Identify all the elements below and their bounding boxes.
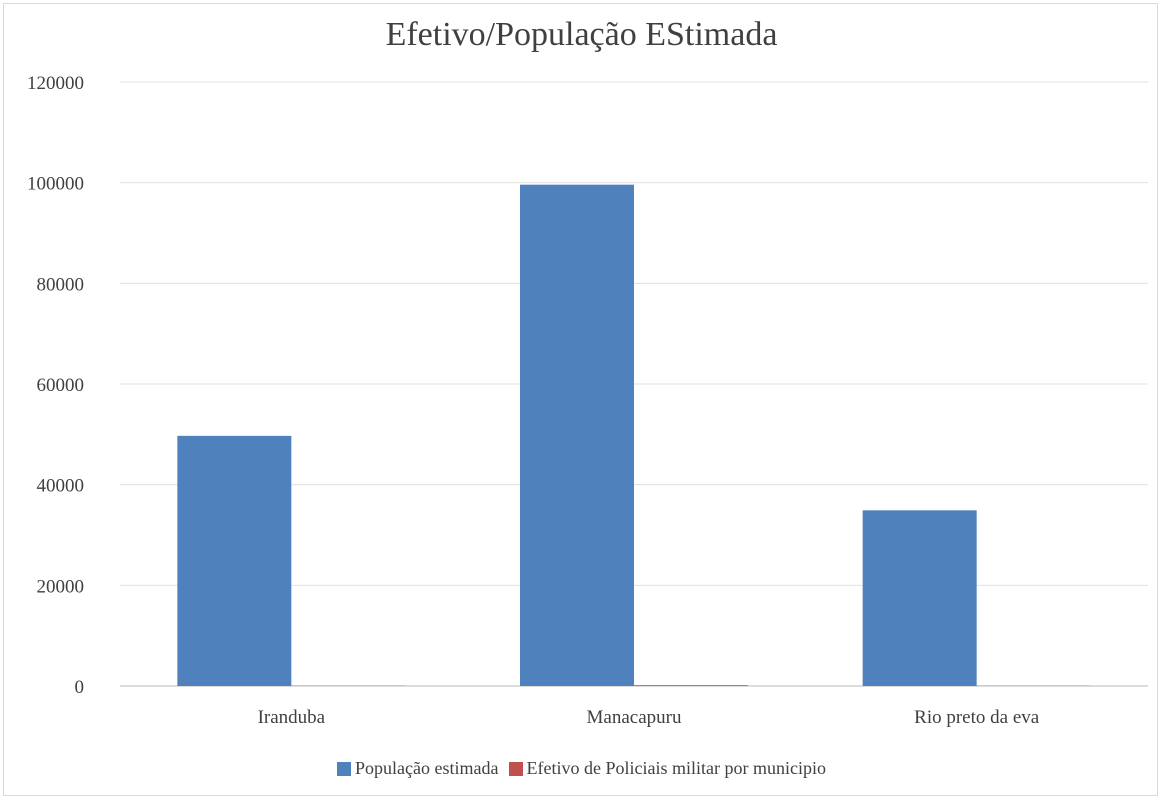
legend: População estimada Efetivo de Policiais … [0,758,1163,779]
legend-swatch-population [337,761,352,776]
y-tick-label: 20000 [37,576,85,597]
y-tick-label: 80000 [37,274,85,295]
bar-population-manacapuru [520,184,634,686]
bar-population-rio-preto-da-eva [862,510,977,686]
y-tick-label: 0 [75,677,85,698]
legend-item-population: População estimada [337,758,499,779]
legend-label-population: População estimada [355,758,499,778]
y-tick-label: 60000 [37,375,85,396]
y-tick-label: 120000 [27,73,84,94]
legend-label-police: Efetivo de Policiais militar por municip… [526,758,826,778]
x-tick-label: Manacapuru [587,707,682,728]
legend-swatch-police [508,761,523,776]
legend-item-police: Efetivo de Policiais militar por municip… [508,758,826,779]
y-tick-label: 100000 [27,174,84,195]
chart-title: Efetivo/População EStimada [385,16,778,53]
bar-police-manacapuru [634,685,748,686]
x-tick-label: Rio preto da eva [914,707,1040,728]
bar-population-iranduba [177,435,292,686]
y-tick-label: 40000 [37,476,85,497]
x-tick-label: Iranduba [258,707,326,728]
